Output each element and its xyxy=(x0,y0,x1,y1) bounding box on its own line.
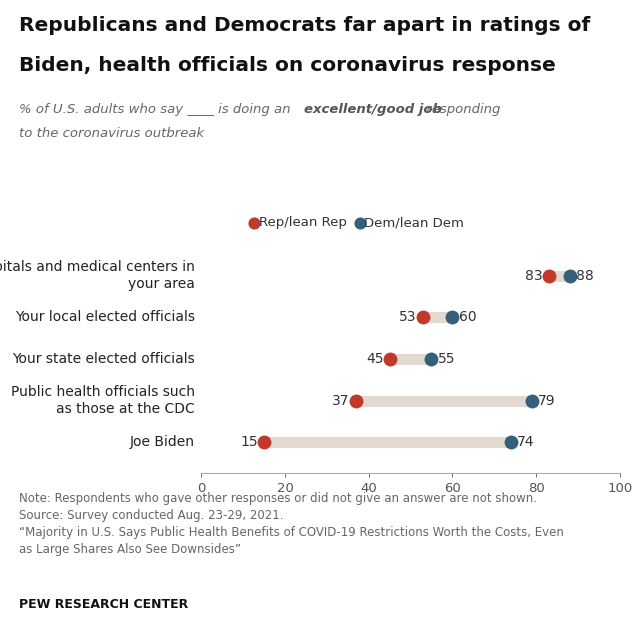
Text: PEW RESEARCH CENTER: PEW RESEARCH CENTER xyxy=(19,598,189,611)
Point xyxy=(527,396,537,406)
Point xyxy=(355,218,365,228)
Text: Republicans and Democrats far apart in ratings of: Republicans and Democrats far apart in r… xyxy=(19,16,590,34)
Text: responding: responding xyxy=(422,103,500,117)
Point xyxy=(447,312,458,322)
Text: Biden, health officials on coronavirus response: Biden, health officials on coronavirus r… xyxy=(19,56,556,75)
Text: 55: 55 xyxy=(438,352,455,366)
Text: to the coronavirus outbreak: to the coronavirus outbreak xyxy=(19,127,204,140)
Text: 37: 37 xyxy=(332,394,350,408)
Text: 53: 53 xyxy=(399,310,417,324)
Text: 45: 45 xyxy=(366,352,383,366)
Point xyxy=(249,218,259,228)
Text: 79: 79 xyxy=(538,394,556,408)
Text: % of U.S. adults who say ____ is doing an: % of U.S. adults who say ____ is doing a… xyxy=(19,103,295,117)
Point xyxy=(564,271,574,281)
Point xyxy=(418,312,428,322)
Text: 83: 83 xyxy=(525,269,543,283)
Text: 88: 88 xyxy=(576,269,594,283)
Text: excellent/good job: excellent/good job xyxy=(304,103,442,117)
Text: Your local elected officials: Your local elected officials xyxy=(15,310,195,324)
Point xyxy=(544,271,554,281)
Text: Dem/lean Dem: Dem/lean Dem xyxy=(364,216,464,229)
Point xyxy=(506,437,516,447)
Text: 60: 60 xyxy=(459,310,476,324)
Point xyxy=(351,396,361,406)
Point xyxy=(259,437,269,447)
Text: 74: 74 xyxy=(518,435,535,449)
Point xyxy=(426,354,436,364)
Text: Rep/lean Rep: Rep/lean Rep xyxy=(259,216,347,229)
Text: 15: 15 xyxy=(240,435,258,449)
Text: Joe Biden: Joe Biden xyxy=(130,435,195,449)
Text: Your state elected officials: Your state elected officials xyxy=(12,352,195,366)
Text: Hospitals and medical centers in
your area: Hospitals and medical centers in your ar… xyxy=(0,260,195,292)
Text: Note: Respondents who gave other responses or did not give an answer are not sho: Note: Respondents who gave other respons… xyxy=(19,492,564,556)
Text: Public health officials such
as those at the CDC: Public health officials such as those at… xyxy=(11,385,195,416)
Point xyxy=(385,354,395,364)
